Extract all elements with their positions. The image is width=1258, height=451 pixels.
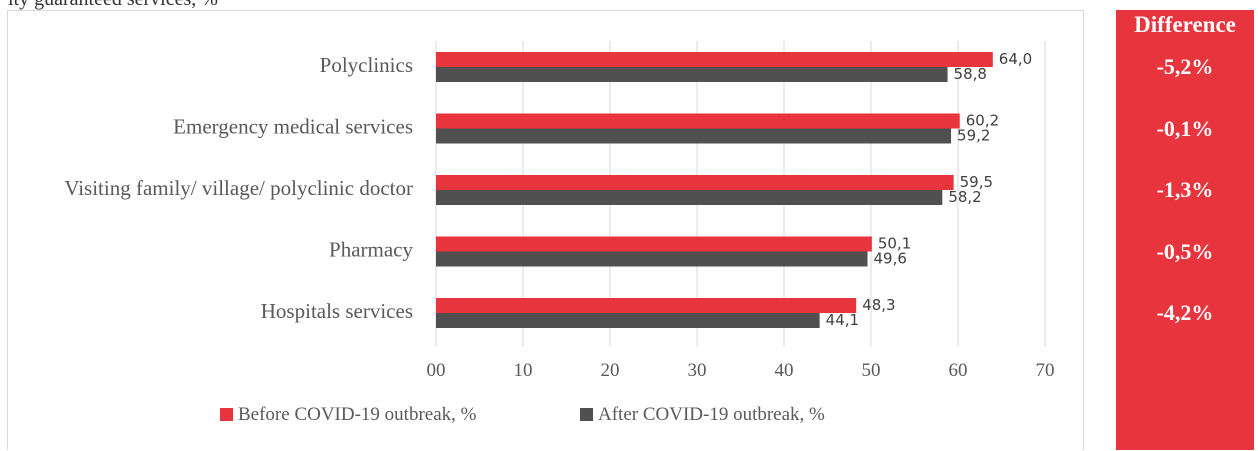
bar-after: [436, 190, 943, 205]
bar-after: [436, 128, 952, 144]
bar-chart: 00 10 20 30 40 50 60 7064,058,8Polyclinics60,25…: [64, 41, 1055, 425]
header-fragment: ity guaranteed services, %: [8, 0, 218, 11]
data-label: 58,8: [954, 65, 987, 83]
bar-before: [436, 236, 872, 252]
bar-before: [436, 298, 857, 313]
difference-value: -1,3%: [1156, 177, 1214, 202]
data-label: 50,1: [878, 235, 911, 253]
legend-swatch: [220, 408, 233, 421]
data-label: 58,2: [948, 188, 981, 206]
category-label: Visiting family/ village/ polyclinic doc…: [64, 176, 413, 200]
category-label: Emergency medical services: [173, 115, 413, 139]
data-label: 60,2: [966, 112, 999, 130]
difference-value: -0,5%: [1156, 238, 1214, 264]
data-label: 64,0: [999, 50, 1032, 68]
x-tick-label: 40: [775, 360, 794, 381]
bar-before: [436, 175, 954, 190]
legend-swatch: [580, 408, 593, 421]
legend-label: After COVID-19 outbreak, %: [598, 404, 825, 425]
bar-before: [436, 113, 960, 129]
data-label: 59,2: [957, 127, 990, 145]
category-label: Hospitals services: [261, 299, 413, 323]
difference-title: Difference: [1134, 12, 1236, 37]
x-tick-label: 60: [949, 360, 968, 381]
bar-before: [436, 52, 993, 67]
data-label: 49,6: [874, 250, 907, 268]
difference-value: -0,1%: [1156, 115, 1214, 141]
data-label: 48,3: [862, 296, 895, 314]
category-label: Polyclinics: [320, 53, 413, 77]
bar-after: [436, 313, 820, 328]
data-label: 44,1: [826, 311, 859, 329]
difference-value: -4,2%: [1156, 300, 1214, 325]
category-label: Pharmacy: [329, 238, 413, 262]
x-tick-label: 20: [601, 360, 620, 381]
data-label: 59,5: [960, 173, 993, 191]
x-tick-label: 50: [862, 360, 881, 381]
legend-label: Before COVID-19 outbreak, %: [238, 404, 477, 425]
difference-value: -5,2%: [1156, 54, 1214, 79]
bar-after: [436, 67, 948, 82]
bar-after: [436, 251, 868, 267]
difference-panel: Difference -5,2% -0,1% -1,3% -0,5% -4,2%: [1116, 10, 1254, 450]
x-tick-label: 10: [514, 360, 533, 381]
x-tick-label: 00: [427, 360, 446, 381]
chart-panel: 00 10 20 30 40 50 60 70 64,0 58,8 Polyclinics 60,2 5…: [7, 10, 1084, 450]
x-tick-label: 30: [688, 360, 707, 381]
x-tick-label: 70: [1036, 360, 1055, 381]
